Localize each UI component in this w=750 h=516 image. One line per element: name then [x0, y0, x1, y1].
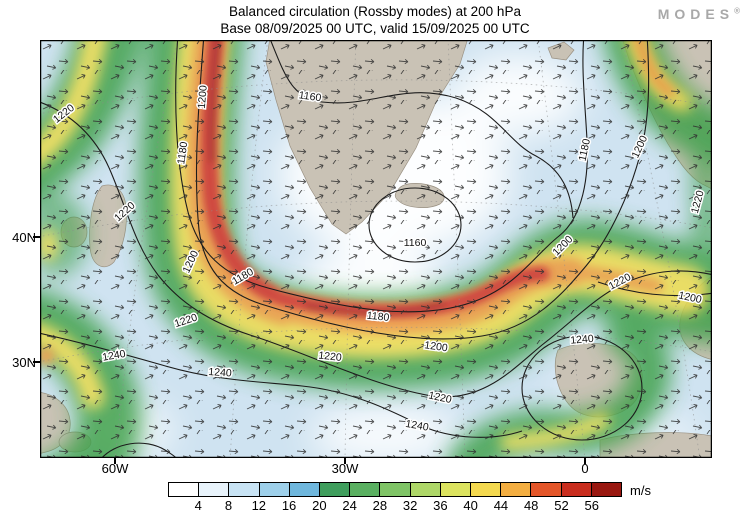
contour-label: 1240 — [101, 348, 126, 364]
figure-subtitle: Base 08/09/2025 00 UTC, valid 15/09/2025… — [220, 21, 530, 36]
x-axis-tick — [584, 458, 586, 464]
colorbar-tick-label: 28 — [372, 498, 388, 513]
colorbar-cell — [289, 483, 321, 496]
colorbar-cell — [320, 483, 351, 496]
colorbar-cell — [350, 483, 381, 496]
colorbar-cell — [410, 483, 441, 496]
x-tick-label-0: 0 — [581, 461, 589, 476]
colorbar-cell — [169, 483, 200, 496]
x-axis-tick — [344, 458, 346, 464]
x-tick-label-60w: 60W — [101, 461, 129, 476]
colorbar-tick-label: 12 — [251, 498, 267, 513]
contour-label: 1200 — [196, 85, 210, 109]
x-tick-label-30w: 30W — [331, 461, 359, 476]
colorbar-tick-label: 40 — [463, 498, 478, 513]
colorbar-tick-label: 20 — [312, 498, 327, 513]
colorbar-cell — [259, 483, 290, 496]
wind-vector-field — [40, 40, 712, 458]
colorbar-cell — [229, 483, 260, 496]
y-axis-tick — [33, 361, 40, 363]
colorbar-cell — [471, 483, 502, 496]
figure-title-block: Balanced circulation (Rossby modes) at 2… — [0, 3, 750, 37]
contour-label: 1240 — [208, 366, 232, 380]
plot-frame — [40, 40, 712, 458]
y-tick-label-40n: 40N — [12, 230, 36, 245]
contour-label: 1180 — [175, 141, 190, 165]
contour-label: 1220 — [318, 350, 343, 364]
x-axis-tick — [114, 458, 116, 464]
contour-label: 1200 — [424, 339, 449, 354]
colorbar-tick-label: 4 — [194, 498, 202, 513]
colorbar-tick-label: 56 — [584, 498, 599, 513]
colorbar-cell — [199, 483, 230, 496]
colorbar-tick-label: 16 — [281, 498, 297, 513]
modes-logo-mark: ® — [734, 6, 740, 16]
colorbar-ticks: 4 8 12 16 20 24 28 32 36 40 44 48 52 56 — [168, 498, 622, 514]
colorbar-tick-label: 36 — [433, 498, 448, 513]
colorbar-tick-label: 32 — [402, 498, 418, 513]
contour-label: 1180 — [366, 310, 390, 324]
colorbar-cell — [440, 483, 472, 496]
modes-logo: MODES® — [658, 6, 740, 22]
colorbar-cell — [531, 483, 562, 496]
colorbar-tick-label: 48 — [523, 498, 539, 513]
colorbar-cell — [591, 483, 622, 496]
contour-label: 1240 — [570, 333, 594, 347]
colorbar-cell — [380, 483, 411, 496]
y-tick-label-30n: 30N — [12, 355, 36, 370]
colorbar-unit: m/s — [630, 483, 651, 498]
colorbar-cell — [501, 483, 532, 496]
colorbar-tick-label: 8 — [224, 498, 233, 513]
y-axis-tick — [33, 236, 40, 238]
colorbar-tick-label: 44 — [493, 498, 509, 513]
colorbar — [168, 482, 622, 497]
colorbar-tick-label: 24 — [342, 498, 357, 513]
contour-label: 1160 — [298, 89, 322, 104]
modes-logo-text: MODES — [657, 6, 735, 22]
map-area: 1220 1200 1160 1180 1220 1160 1200 1180 1220 1240… — [40, 40, 712, 458]
colorbar-cell — [561, 483, 592, 496]
contour-label: 1160 — [404, 237, 427, 249]
colorbar-tick-label: 52 — [554, 498, 569, 513]
contour-label: 1240 — [404, 418, 429, 434]
figure-title: Balanced circulation (Rossby modes) at 2… — [229, 4, 521, 19]
